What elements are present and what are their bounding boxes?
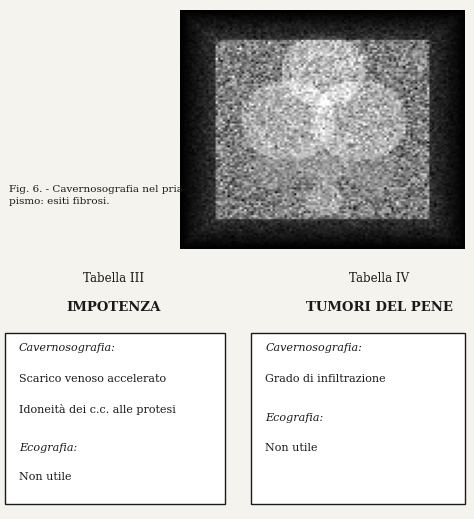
Text: Idoneità dei c.c. alle protesi: Idoneità dei c.c. alle protesi xyxy=(19,404,176,415)
Text: Non utile: Non utile xyxy=(265,443,318,453)
Text: Non utile: Non utile xyxy=(19,472,72,482)
Text: IMPOTENZA: IMPOTENZA xyxy=(66,301,161,315)
Text: Tabella III: Tabella III xyxy=(83,272,144,285)
Text: Grado di infiltrazione: Grado di infiltrazione xyxy=(265,375,386,385)
FancyBboxPatch shape xyxy=(5,333,225,504)
Text: Ecografia:: Ecografia: xyxy=(19,443,77,453)
Text: Ecografia:: Ecografia: xyxy=(265,414,324,424)
Text: Cavernosografia:: Cavernosografia: xyxy=(19,343,116,353)
Text: TUMORI DEL PENE: TUMORI DEL PENE xyxy=(306,301,453,315)
Text: Fig. 6. - Cavernosografia nel pria-
pismo: esiti fibrosi.: Fig. 6. - Cavernosografia nel pria- pism… xyxy=(9,185,186,206)
FancyBboxPatch shape xyxy=(251,333,465,504)
Text: Scarico venoso accelerato: Scarico venoso accelerato xyxy=(19,375,166,385)
Text: Tabella IV: Tabella IV xyxy=(349,272,409,285)
Text: Cavernosografia:: Cavernosografia: xyxy=(265,343,362,353)
